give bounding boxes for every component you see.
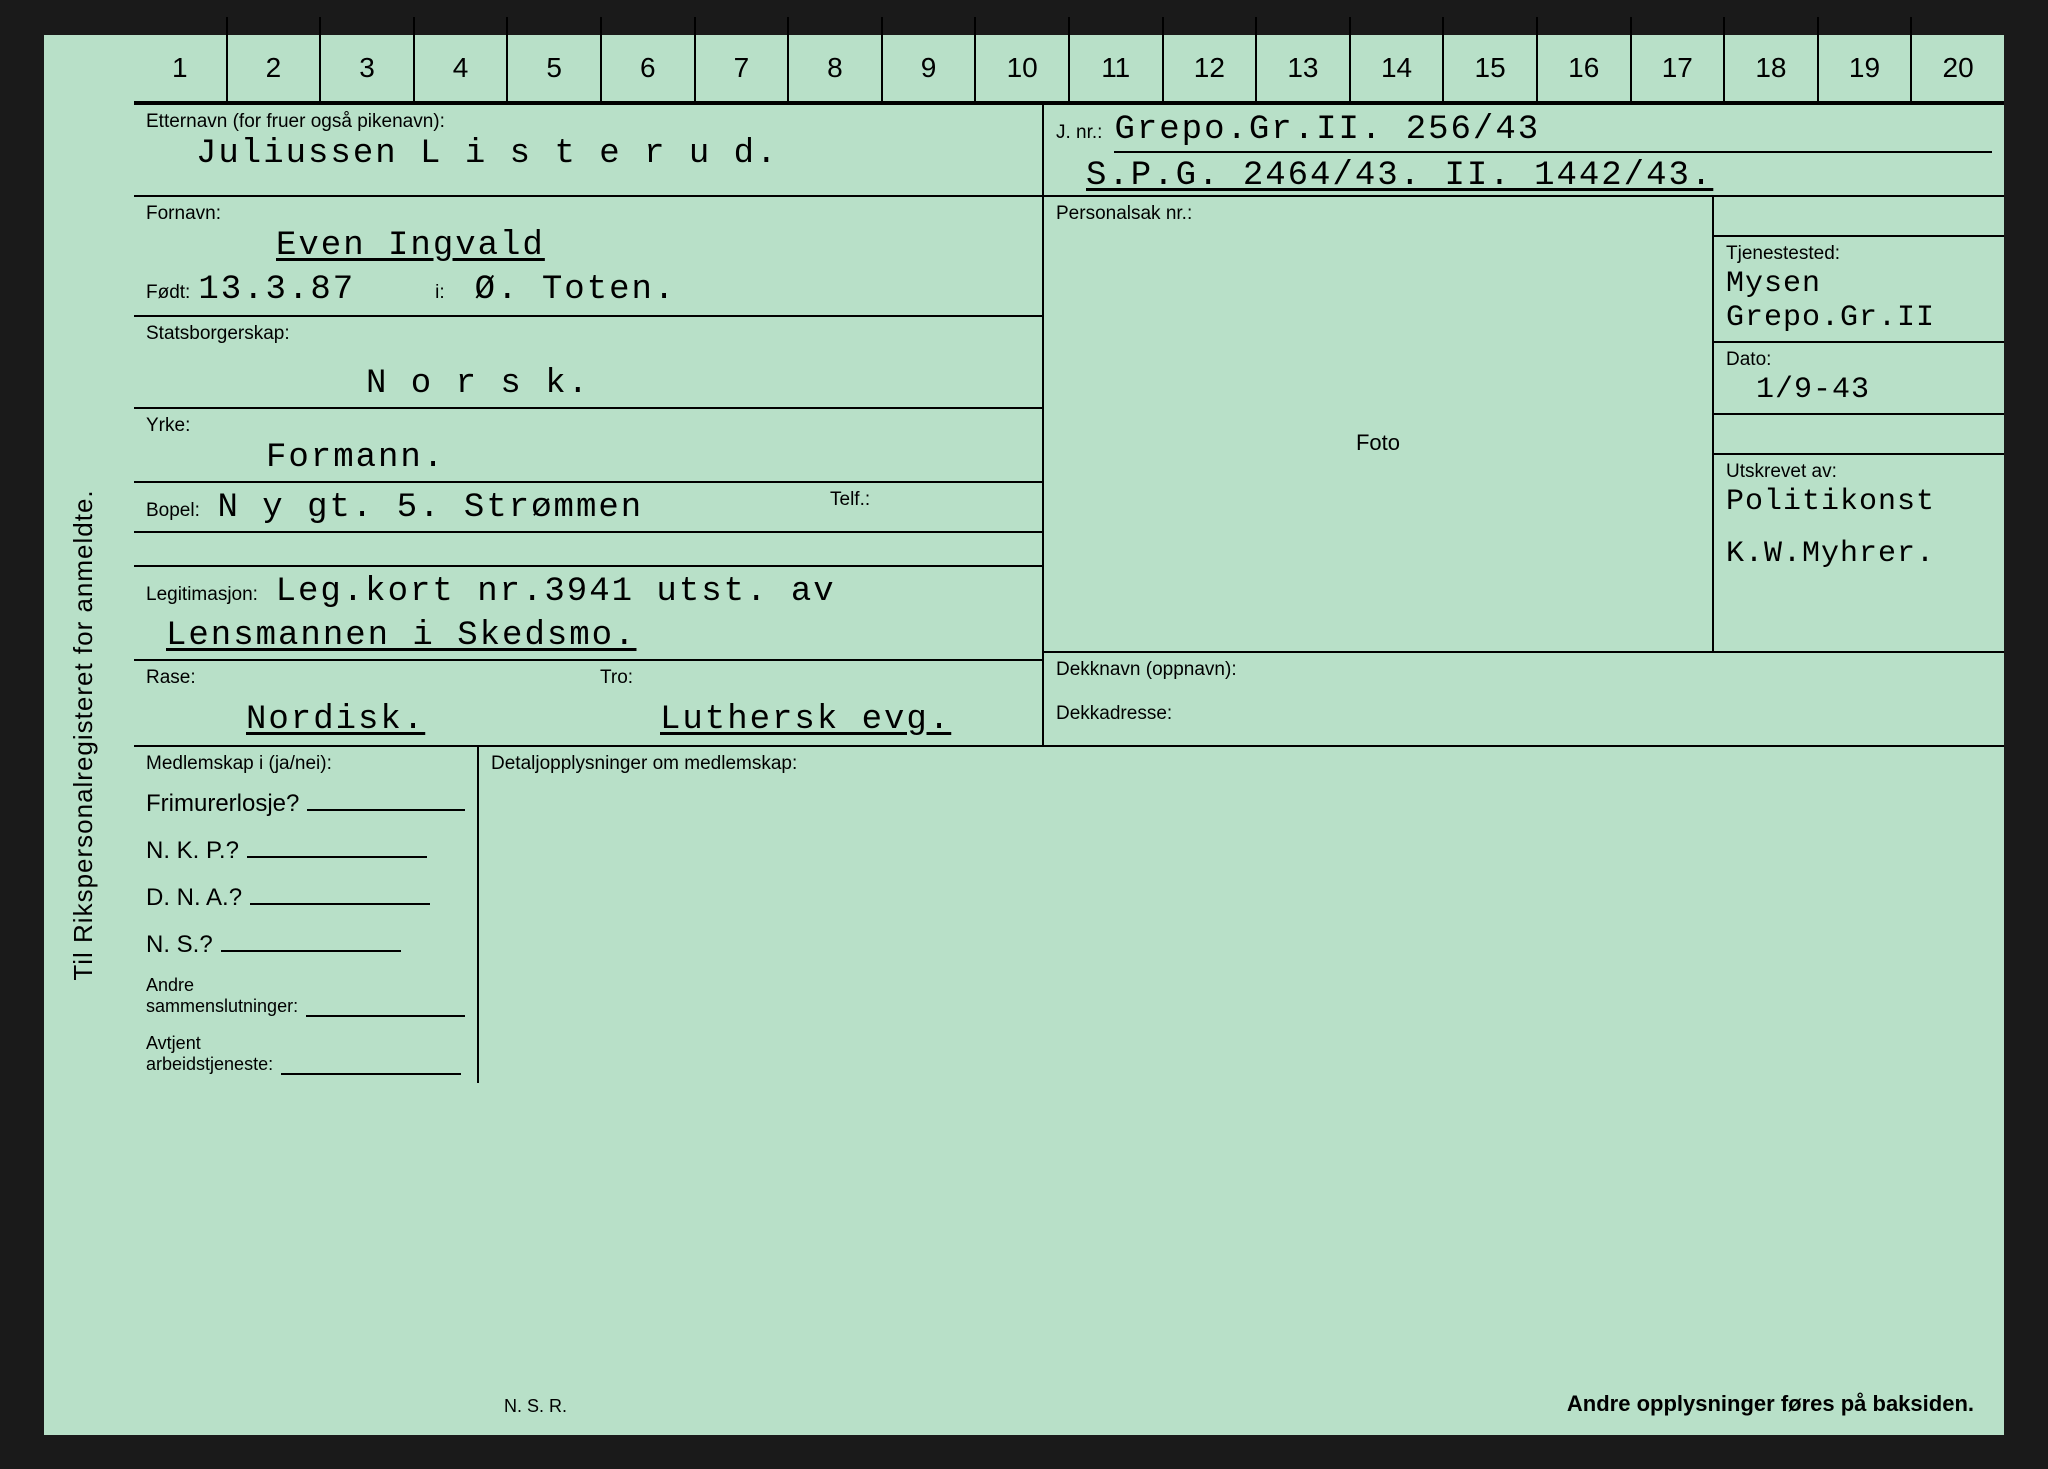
value-jnr-l1: Grepo.Gr.II. 256/43: [1114, 111, 1992, 153]
ruler-cell: 12: [1164, 35, 1258, 101]
ruler-cell: 18: [1725, 35, 1819, 101]
value-yrke: Formann.: [146, 439, 1030, 477]
label-tjenestested: Tjenestested:: [1726, 243, 1992, 265]
label-fodt-i: i:: [435, 282, 445, 304]
value-rase: Nordisk.: [146, 701, 576, 739]
vertical-title: Til Rikspersonalregisteret for anmeldte.: [68, 489, 99, 980]
membership-dna: D. N. A.?: [134, 873, 477, 920]
label-medlemskap: Medlemskap i (ja/nei):: [146, 753, 465, 775]
ruler-cell: 9: [883, 35, 977, 101]
ruler-cell: 1: [134, 35, 228, 101]
value-fodt: 13.3.87: [198, 271, 355, 309]
label-telf: Telf.:: [830, 489, 1030, 511]
membership-frimurer: Frimurerlosje?: [134, 779, 477, 826]
ruler-cell: 6: [602, 35, 696, 101]
nsr-label: N. S. R.: [504, 1396, 567, 1417]
label-fornavn: Fornavn:: [146, 203, 1030, 225]
label-etternavn: Etternavn (for fruer også pikenavn):: [146, 111, 1030, 133]
value-tjenestested-l2: Grepo.Gr.II: [1726, 301, 1992, 335]
value-leg-l1: Leg.kort nr.3941 utst. av: [276, 573, 836, 611]
label-bopel: Bopel:: [146, 500, 200, 521]
label-dekkadresse: Dekkadresse:: [1056, 703, 1992, 725]
ruler-ticks: [134, 17, 2004, 35]
card-content: 1 2 3 4 5 6 7 8 9 10 11 12 13 14 15 16 1…: [134, 35, 2004, 1435]
membership-avtjent: Avtjent arbeidstjeneste:: [134, 1025, 477, 1083]
ruler-cell: 20: [1912, 35, 2004, 101]
ruler-cell: 4: [415, 35, 509, 101]
label-dekknavn: Dekknavn (oppnavn):: [1056, 659, 1992, 681]
value-fodt-i: Ø. Toten.: [475, 271, 677, 309]
value-dato: 1/9-43: [1726, 373, 1992, 407]
value-leg-l2: Lensmannen i Skedsmo.: [146, 617, 1030, 655]
ruler-cell: 13: [1257, 35, 1351, 101]
label-tro: Tro:: [600, 667, 1030, 689]
label-leg: Legitimasjon:: [146, 584, 258, 605]
value-utskrevet-l2: K.W.Myhrer.: [1726, 537, 1992, 571]
ruler: 1 2 3 4 5 6 7 8 9 10 11 12 13 14 15 16 1…: [134, 35, 2004, 105]
membership-ns: N. S.?: [134, 920, 477, 967]
ruler-cell: 2: [228, 35, 322, 101]
foto-box: Foto: [1044, 235, 1712, 651]
value-etternavn: Juliussen L i s t e r u d.: [146, 135, 1030, 179]
value-tjenestested-l1: Mysen: [1726, 267, 1992, 301]
value-stats: N o r s k.: [146, 347, 1030, 403]
label-dato: Dato:: [1726, 349, 1992, 371]
ruler-cell: 19: [1819, 35, 1913, 101]
label-stats: Statsborgerskap:: [146, 323, 1030, 345]
ruler-cell: 11: [1070, 35, 1164, 101]
label-rase: Rase:: [146, 667, 576, 689]
ruler-cell: 5: [508, 35, 602, 101]
ruler-cell: 7: [696, 35, 790, 101]
foto-label: Foto: [1356, 430, 1400, 456]
ruler-cell: 10: [976, 35, 1070, 101]
ruler-cell: 3: [321, 35, 415, 101]
value-bopel: N y gt. 5. Strømmen: [217, 489, 643, 527]
ruler-cell: 8: [789, 35, 883, 101]
value-fornavn: Even Ingvald: [146, 227, 1030, 265]
value-jnr-l2: S.P.G. 2464/43. II. 1442/43.: [1056, 157, 1992, 195]
value-tro: Luthersk evg.: [600, 701, 1030, 739]
label-personalsak: Personalsak nr.:: [1056, 203, 1700, 225]
registration-card: Til Rikspersonalregisteret for anmeldte.…: [44, 35, 2004, 1435]
label-fodt: Født:: [146, 282, 190, 304]
membership-nkp: N. K. P.?: [134, 826, 477, 873]
ruler-cell: 15: [1444, 35, 1538, 101]
ruler-cell: 16: [1538, 35, 1632, 101]
value-utskrevet-l1: Politikonst: [1726, 485, 1992, 519]
label-detalj: Detaljopplysninger om medlemskap:: [491, 753, 1992, 775]
membership-andre: Andre sammenslutninger:: [134, 967, 477, 1025]
label-jnr: J. nr.:: [1056, 122, 1102, 144]
ruler-cell: 14: [1351, 35, 1445, 101]
label-yrke: Yrke:: [146, 415, 1030, 437]
ruler-cell: 17: [1632, 35, 1726, 101]
footer-note: Andre opplysninger føres på baksiden.: [1567, 1391, 1974, 1417]
label-utskrevet: Utskrevet av:: [1726, 461, 1992, 483]
